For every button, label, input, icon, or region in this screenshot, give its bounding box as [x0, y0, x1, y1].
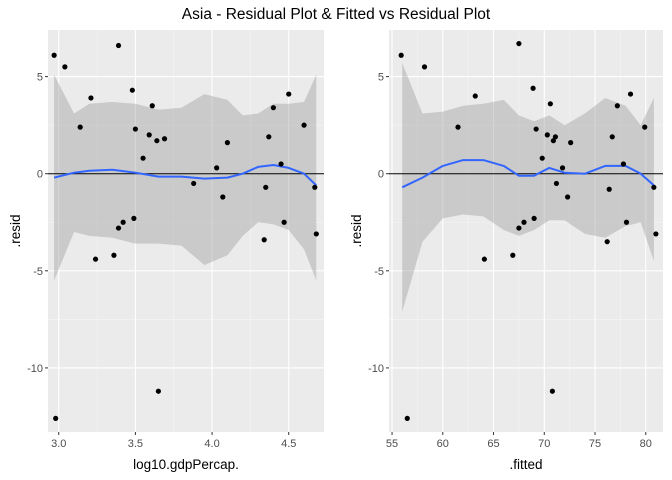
gdp-data-point — [88, 95, 94, 101]
fitted-data-point — [547, 101, 553, 107]
fitted-data-point — [539, 155, 545, 161]
fitted-data-point — [510, 252, 516, 258]
gdp-y-axis-title: .resid — [8, 214, 23, 247]
gdp-data-point — [312, 184, 318, 190]
fitted-y-tick-label: 5 — [378, 72, 384, 84]
gdp-data-point — [161, 136, 168, 142]
fitted-data-point — [544, 132, 550, 138]
gdp-data-point — [270, 105, 276, 111]
fitted-y-tick-label: -5 — [374, 266, 384, 278]
fitted-data-point — [516, 40, 522, 47]
fitted-data-point — [653, 231, 659, 237]
fitted-x-tick-label: 75 — [589, 438, 601, 450]
fitted-data-point — [550, 138, 557, 144]
fitted-data-point — [606, 186, 612, 192]
gdp-data-point — [77, 124, 83, 130]
fitted-smooth-line — [401, 159, 655, 189]
gdp-data-point — [278, 161, 284, 167]
fitted-data-point — [552, 134, 559, 140]
fitted-data-point — [565, 194, 571, 200]
gdp-data-point — [266, 134, 272, 140]
gdp-y-tick-label: 0 — [37, 169, 43, 181]
gdp-data-point — [301, 122, 307, 128]
fitted-data-point — [516, 225, 522, 231]
fitted-data-point — [609, 134, 615, 140]
fitted-data-point — [623, 219, 630, 225]
gdp-data-point — [261, 237, 267, 243]
fitted-data-point — [549, 388, 555, 394]
fitted-data-point — [398, 52, 404, 58]
gdp-data-point — [140, 155, 146, 161]
fitted-data-point — [421, 64, 428, 70]
figure-title: Asia - Residual Plot & Fitted vs Residua… — [182, 6, 491, 23]
fitted-data-point — [651, 184, 657, 190]
fitted-data-point — [481, 256, 487, 262]
fitted-data-point — [568, 140, 574, 146]
fitted-data-point — [530, 85, 536, 91]
fitted-data-point — [472, 93, 478, 99]
fitted-data-point — [627, 91, 634, 97]
fitted-y-axis-title: .resid — [349, 214, 364, 247]
gdp-data-point — [154, 138, 160, 144]
gdp-data-point — [224, 140, 230, 146]
fitted-y-tick-label: 0 — [378, 169, 384, 181]
fitted-x-axis-title: .fitted — [509, 457, 542, 472]
fitted-data-point — [521, 219, 527, 225]
gdp-data-point — [131, 215, 137, 221]
gdp-data-point — [191, 180, 197, 187]
gdp-data-point — [111, 252, 117, 258]
fitted-data-point — [642, 124, 648, 130]
gdp-data-point — [115, 42, 122, 49]
gdp-data-point — [149, 103, 155, 109]
gdp-data-point — [115, 225, 122, 231]
fitted-confidence-band — [402, 63, 654, 312]
gdp-x-tick-label: 3.0 — [51, 438, 66, 450]
fitted-y-tick-label: -10 — [368, 363, 384, 375]
fitted-x-tick-label: 80 — [640, 438, 652, 450]
gdp-data-point — [132, 126, 138, 132]
fitted-x-tick-label: 65 — [487, 438, 499, 450]
fitted-data-point — [531, 215, 537, 221]
fitted-data-point — [455, 124, 461, 130]
fitted-data-point — [559, 165, 566, 171]
gdp-y-tick-label: 5 — [37, 72, 43, 84]
fitted-data-point — [553, 180, 560, 187]
gdp-x-axis-title: log10.gdpPercap. — [133, 457, 239, 472]
gdp-data-point — [62, 64, 68, 70]
fitted-data-point — [604, 239, 610, 245]
fitted-data-point — [620, 161, 627, 167]
fitted-data-point — [533, 126, 539, 132]
gdp-x-tick-label: 4.0 — [204, 438, 219, 450]
gdp-data-point — [220, 194, 226, 200]
gdp-panel-background — [48, 30, 324, 432]
gdp-data-point — [53, 415, 59, 422]
fitted-panel-background — [389, 30, 663, 432]
fitted-data-point — [404, 415, 410, 422]
fitted-x-tick-label: 60 — [437, 438, 449, 450]
gdp-data-point — [146, 132, 152, 138]
gdp-data-point — [286, 91, 292, 97]
gdp-x-tick-label: 3.5 — [128, 438, 143, 450]
gdp-data-point — [263, 184, 269, 190]
gdp-data-point — [313, 231, 319, 237]
gdp-data-point — [129, 87, 135, 93]
fitted-data-point — [614, 103, 620, 109]
gdp-data-point — [51, 52, 57, 58]
gdp-data-point — [155, 388, 161, 394]
gdp-x-tick-label: 4.5 — [281, 438, 296, 450]
residual-vs-gdp-panel: -10 -5 0 5 3.0 3.5 4.0 4.5 log10.gdpPercap. .resi… — [8, 30, 324, 472]
gdp-data-point — [120, 219, 126, 225]
gdp-data-point — [214, 165, 220, 171]
gdp-smooth-line — [53, 164, 317, 187]
gdp-data-point — [281, 219, 287, 225]
gdp-y-tick-label: -5 — [33, 266, 43, 278]
fitted-x-tick-label: 70 — [538, 438, 550, 450]
gdp-y-tick-label: -10 — [27, 363, 43, 375]
fitted-x-tick-label: 55 — [386, 438, 398, 450]
gdp-data-point — [92, 256, 99, 262]
